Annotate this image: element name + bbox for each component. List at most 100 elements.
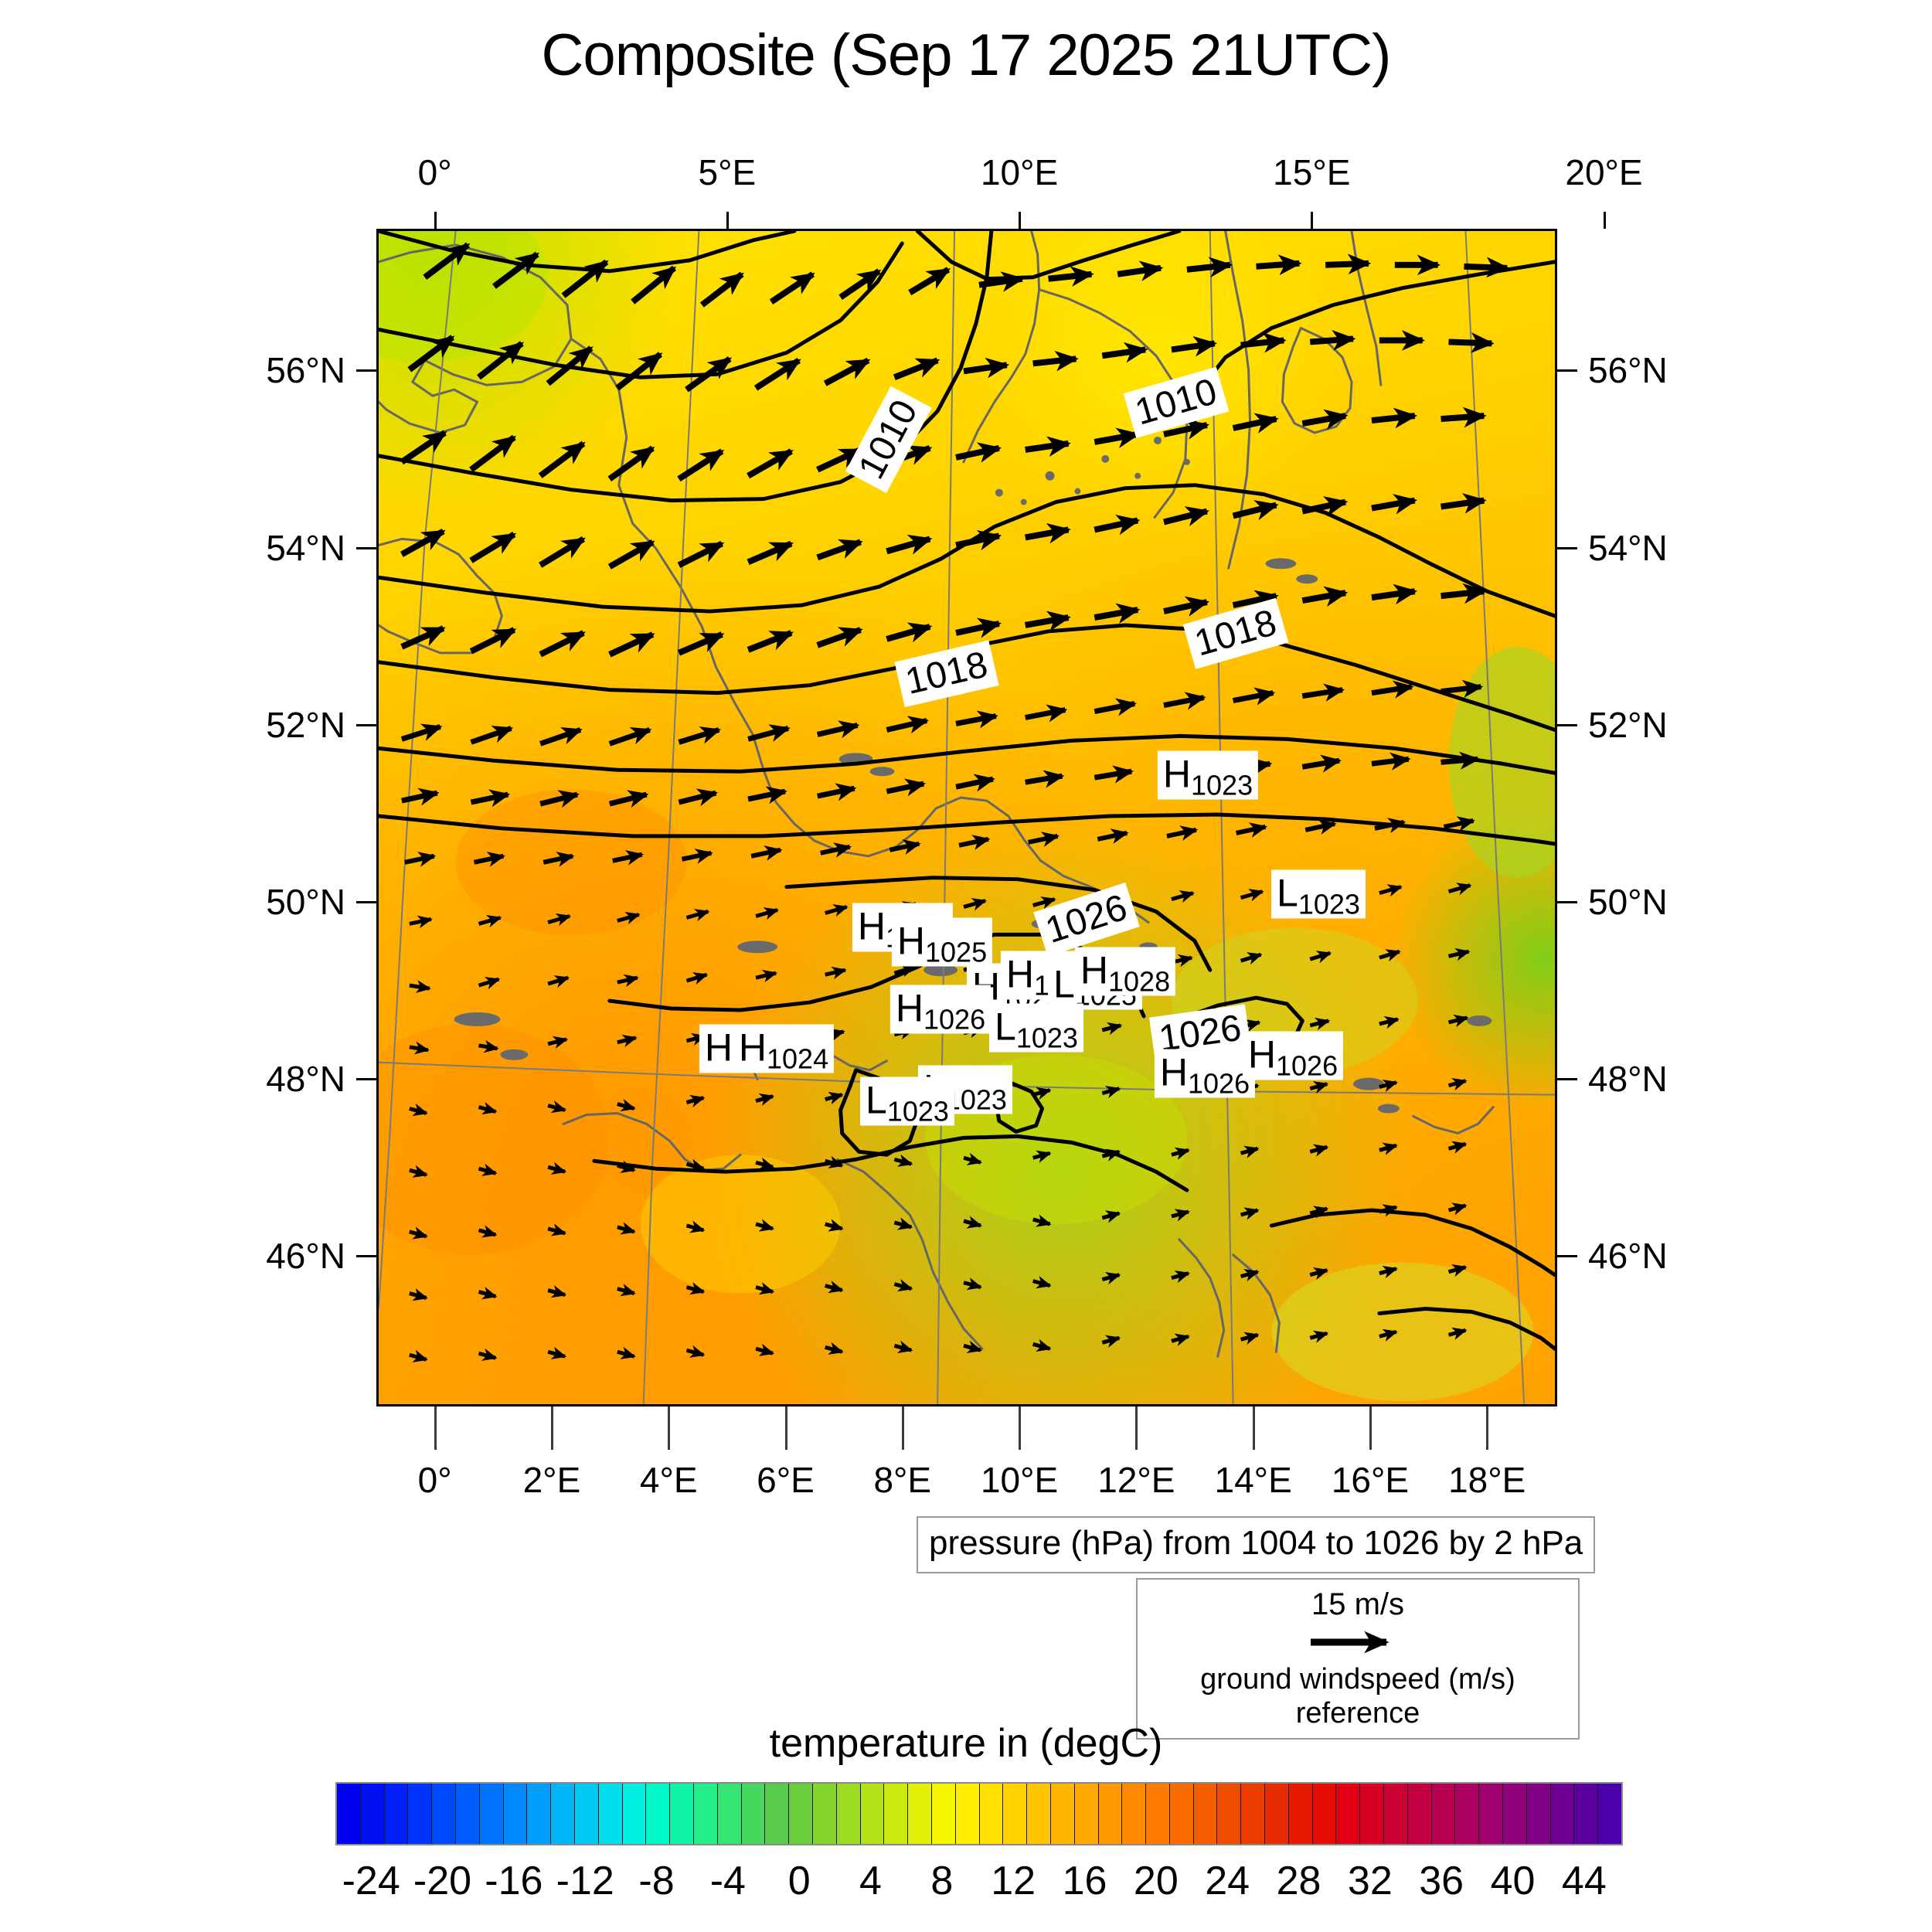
colorbar-cell (1360, 1784, 1385, 1844)
top-axis-label: 5°E (698, 152, 757, 192)
pressure-center-value: 1023 (1298, 888, 1360, 920)
colorbar-cell (1550, 1784, 1575, 1844)
pressure-center-type: H (896, 919, 926, 963)
colorbar-cell (1526, 1784, 1551, 1844)
colorbar-cell (1003, 1784, 1028, 1844)
top-axis-tick (434, 212, 437, 229)
colorbar-cell (979, 1784, 1004, 1844)
colorbar-cell (622, 1784, 647, 1844)
colorbar-tick-label: -12 (556, 1859, 614, 1903)
colorbar-cell (1146, 1784, 1170, 1844)
bottom-axis-label: 10°E (980, 1460, 1059, 1500)
colorbar-cell (670, 1784, 694, 1844)
colorbar-cell (1098, 1784, 1123, 1844)
pressure-center-type: H (857, 904, 886, 948)
left-axis-label: 50°N (266, 881, 345, 922)
colorbar-cell (1217, 1784, 1242, 1844)
colorbar-cell (360, 1784, 385, 1844)
pressure-center-type: H (1080, 948, 1109, 992)
pressure-center-type: L (1277, 871, 1298, 915)
colorbar-cell (931, 1784, 956, 1844)
wind-reference-value: 15 m/s (1311, 1587, 1405, 1621)
colorbar-cell (693, 1784, 718, 1844)
top-axis-label: 20°E (1565, 152, 1643, 192)
bottom-axis-tick (1252, 1406, 1255, 1450)
top-axis-label: 10°E (980, 152, 1059, 192)
colorbar-cell (1431, 1784, 1456, 1844)
colorbar-cell (717, 1784, 742, 1844)
left-axis-label: 56°N (266, 350, 345, 391)
right-axis-label: 46°N (1588, 1236, 1668, 1277)
colorbar-cell (503, 1784, 528, 1844)
colorbar-tick-label: -4 (709, 1859, 746, 1903)
right-axis-label: 54°N (1588, 527, 1668, 568)
colorbar-cell (741, 1784, 766, 1844)
pressure-legend: pressure (hPa) from 1004 to 1026 by 2 hP… (917, 1516, 1596, 1573)
page-title: Composite (Sep 17 2025 21UTC) (541, 22, 1392, 88)
pressure-center-value: 1025 (925, 936, 988, 968)
colorbar-tick-label: -24 (342, 1859, 400, 1903)
colorbar-tick-label: 32 (1347, 1859, 1393, 1903)
bottom-axis-label: 4°E (639, 1460, 698, 1500)
colorbar-cell (1574, 1784, 1599, 1844)
colorbar-cell (765, 1784, 790, 1844)
bottom-axis-label: 18°E (1448, 1460, 1526, 1500)
right-axis-label: 52°N (1588, 704, 1668, 745)
pressure-center-type: L (866, 1078, 887, 1122)
pressure-center-value: 1023 (1015, 1022, 1078, 1054)
bottom-axis-tick (1369, 1406, 1372, 1450)
bottom-axis-tick (550, 1406, 553, 1450)
left-axis-tick (356, 723, 376, 726)
top-axis-tick (1019, 212, 1022, 229)
pressure-center-value: 1023 (1191, 769, 1253, 801)
pressure-center-type: H (1247, 1032, 1277, 1077)
pressure-center-type: H (738, 1026, 767, 1070)
pressure-center-type: H (704, 1026, 733, 1070)
pressure-center-type: H (895, 986, 924, 1030)
colorbar-cell (1193, 1784, 1218, 1844)
colorbar-tick-labels: -24 -20 -16 -12 -8 -4 0 4 8 12 16 20 24 28 32 36 40 44 (0, 1858, 1932, 1920)
right-axis-tick (1557, 1255, 1577, 1258)
colorbar-cell (479, 1784, 504, 1844)
left-axis-tick (356, 369, 376, 372)
right-axis-label: 48°N (1588, 1059, 1668, 1100)
colorbar-cell (1455, 1784, 1480, 1844)
bottom-axis-label: 14°E (1214, 1460, 1292, 1500)
colorbar-cell (551, 1784, 575, 1844)
pressure-center-value: 1026 (923, 1003, 986, 1036)
colorbar-cell (455, 1784, 480, 1844)
colorbar-tick-label: 28 (1276, 1859, 1321, 1903)
low-pressure-label: L1023 (1271, 869, 1366, 920)
colorbar-cell (1503, 1784, 1527, 1844)
pressure-center-type: H (1159, 1050, 1189, 1094)
high-pressure-label: H1024 (733, 1024, 835, 1073)
colorbar-title: temperature in (degC) (769, 1721, 1163, 1766)
colorbar-cell (836, 1784, 861, 1844)
left-axis-tick (356, 900, 376, 903)
colorbar-cell (384, 1784, 409, 1844)
wind-reference-legend: 15 m/s ground windspeed (m/s) reference (1136, 1578, 1580, 1740)
high-pressure-label: H1028 (1074, 947, 1176, 996)
left-axis-label: 46°N (266, 1236, 345, 1277)
colorbar-cell (1074, 1784, 1099, 1844)
colorbar-cell (1265, 1784, 1289, 1844)
colorbar-tick-label: -8 (638, 1859, 675, 1903)
colorbar-cell (1288, 1784, 1313, 1844)
colorbar-tick-label: -16 (485, 1859, 543, 1903)
colorbar-cell (408, 1784, 433, 1844)
colorbar-cell (1336, 1784, 1361, 1844)
pressure-center-type: H (1162, 752, 1192, 796)
colorbar-tick-label: 16 (1062, 1859, 1107, 1903)
left-axis-label: 48°N (266, 1059, 345, 1100)
pressure-center-type: L (1053, 962, 1075, 1006)
temperature-colorbar[interactable] (335, 1782, 1623, 1845)
right-axis-tick (1557, 369, 1577, 372)
low-pressure-label: L1023 (989, 1003, 1083, 1054)
colorbar-tick-label: 0 (787, 1859, 811, 1903)
top-axis-tick (1311, 212, 1314, 229)
map-render (379, 231, 1555, 1404)
colorbar-tick-label: 44 (1561, 1859, 1607, 1903)
high-pressure-label: H1025 (891, 917, 993, 968)
pressure-center-value: 1023 (886, 1095, 949, 1128)
